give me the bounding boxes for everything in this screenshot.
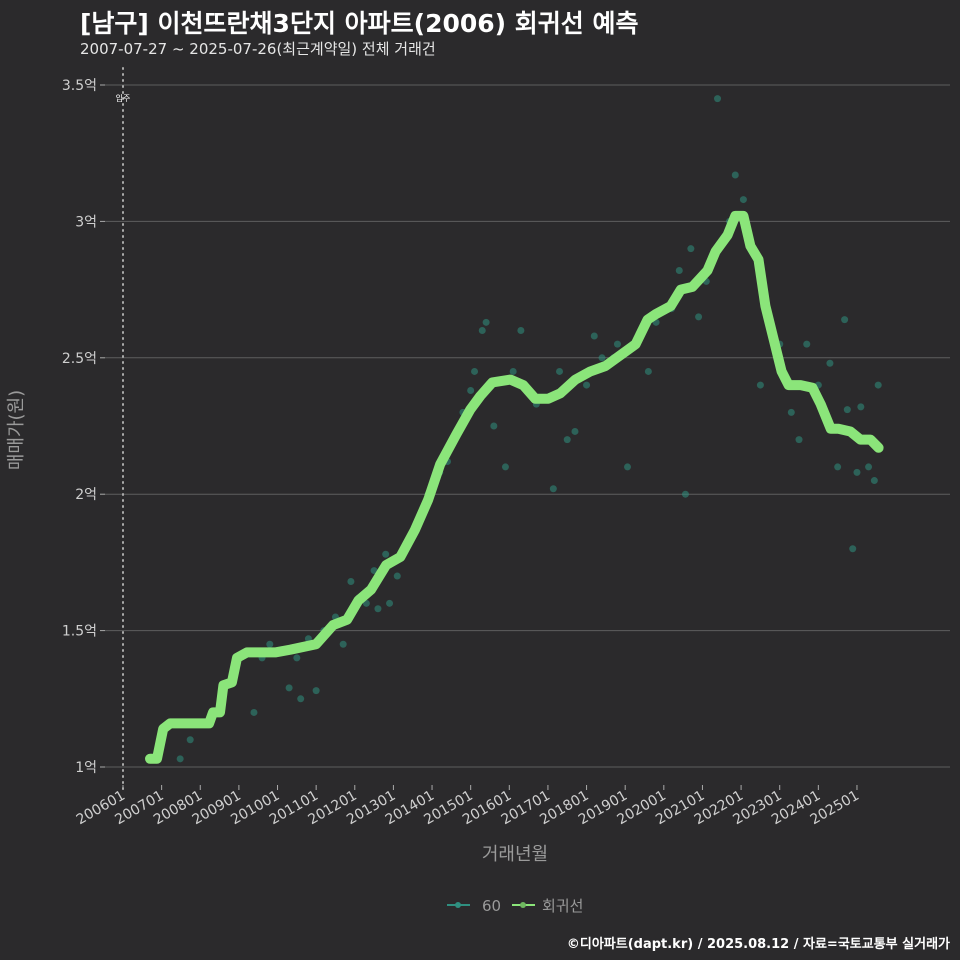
data-point bbox=[687, 245, 695, 253]
data-point bbox=[795, 436, 803, 444]
data-point bbox=[714, 95, 722, 103]
y-tick-label: 1.5억 bbox=[62, 624, 97, 640]
chart-title: [남구] 이천뜨란채3단지 아파트(2006) 회귀선 예측 bbox=[80, 9, 639, 38]
data-point bbox=[787, 408, 795, 416]
data-point bbox=[695, 313, 703, 321]
data-point bbox=[490, 422, 498, 430]
y-tick-label: 3.5억 bbox=[62, 78, 97, 94]
data-point bbox=[393, 572, 401, 580]
data-point bbox=[347, 577, 355, 585]
data-point bbox=[853, 468, 861, 476]
data-point bbox=[339, 640, 347, 648]
data-point bbox=[549, 485, 557, 493]
data-point bbox=[285, 684, 293, 692]
data-point bbox=[386, 599, 394, 607]
source-caption: ©디아파트(dapt.kr) / 2025.08.12 / 자료=국토교통부 실… bbox=[566, 937, 950, 952]
regression-line bbox=[145, 210, 884, 764]
data-point bbox=[874, 381, 882, 389]
data-point bbox=[467, 387, 475, 395]
data-point bbox=[382, 550, 390, 558]
y-tick-label: 3억 bbox=[75, 214, 97, 230]
data-point bbox=[266, 640, 274, 648]
data-point bbox=[870, 477, 878, 485]
legend-dot-regression bbox=[520, 902, 526, 908]
data-point bbox=[501, 463, 509, 471]
legend-label-regression: 회귀선 bbox=[542, 897, 583, 915]
y-tick-label: 2.5억 bbox=[62, 351, 97, 367]
data-point bbox=[644, 367, 652, 375]
legend: 60 회귀선 bbox=[447, 897, 583, 915]
data-point bbox=[834, 463, 842, 471]
x-axis-label: 거래년월 bbox=[482, 844, 548, 865]
data-point bbox=[293, 654, 301, 662]
data-point bbox=[583, 381, 591, 389]
data-point bbox=[471, 367, 479, 375]
data-point bbox=[756, 381, 764, 389]
data-point bbox=[731, 171, 739, 179]
data-point bbox=[865, 463, 873, 471]
data-point bbox=[374, 605, 382, 613]
move-in-marker-label: 입주 bbox=[116, 94, 131, 103]
data-point bbox=[563, 436, 571, 444]
y-axis-label: 매매가(원) bbox=[6, 390, 27, 470]
data-point bbox=[312, 687, 320, 695]
data-point bbox=[843, 406, 851, 414]
data-point bbox=[297, 695, 305, 703]
data-point bbox=[598, 354, 606, 362]
data-point bbox=[556, 367, 564, 375]
data-point bbox=[186, 736, 194, 744]
data-point bbox=[826, 359, 834, 367]
legend-label-60: 60 bbox=[482, 897, 501, 915]
data-point bbox=[739, 196, 747, 204]
data-point bbox=[517, 327, 525, 335]
data-point bbox=[176, 755, 184, 763]
data-point bbox=[675, 267, 683, 275]
data-point bbox=[849, 545, 857, 553]
data-point bbox=[841, 316, 849, 324]
y-tick-label: 1억 bbox=[75, 760, 97, 776]
data-point bbox=[478, 327, 486, 335]
data-point bbox=[613, 340, 621, 348]
data-point bbox=[803, 340, 811, 348]
legend-dot-60 bbox=[455, 902, 461, 908]
data-point bbox=[681, 490, 689, 498]
data-point bbox=[571, 427, 579, 435]
data-point bbox=[857, 403, 865, 411]
data-point bbox=[624, 463, 632, 471]
y-tick-label: 2억 bbox=[75, 487, 97, 503]
chart-subtitle: 2007-07-27 ~ 2025-07-26(최근계약일) 전체 거래건 bbox=[80, 40, 436, 58]
data-point bbox=[509, 367, 517, 375]
data-point bbox=[590, 332, 598, 340]
data-point bbox=[482, 318, 490, 326]
data-point bbox=[250, 708, 258, 716]
